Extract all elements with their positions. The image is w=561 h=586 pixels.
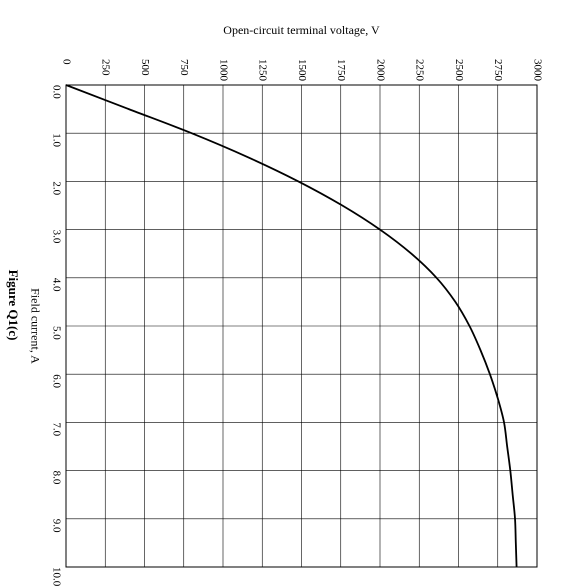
voltage-tick-label: 1500 xyxy=(296,59,308,82)
current-axis-title: Field current, A xyxy=(28,288,42,364)
current-tick-label: 2.0 xyxy=(50,181,62,195)
series-line xyxy=(65,84,518,568)
current-tick-label: 6.0 xyxy=(50,374,62,388)
voltage-tick-label: 2750 xyxy=(492,59,504,82)
chart-grid xyxy=(65,84,538,568)
voltage-tick-label: 500 xyxy=(139,59,151,76)
current-tick-label: 8.0 xyxy=(50,471,62,485)
current-tick-labels: 0.0 1.0 2.0 3.0 4.0 5.0 6.0 7.0 8.0 9.0 10.0 xyxy=(50,85,62,586)
voltage-tick-label: 2000 xyxy=(374,59,386,82)
voltage-tick-label: 2250 xyxy=(414,59,426,82)
current-tick-label: 1.0 xyxy=(50,133,62,147)
plot-frame xyxy=(65,84,538,568)
voltage-tick-label: 0 xyxy=(60,59,72,65)
current-tick-label: 0.0 xyxy=(50,85,62,99)
current-tick-label: 9.0 xyxy=(50,519,62,533)
voltage-tick-label: 2500 xyxy=(453,59,465,82)
current-tick-label: 5.0 xyxy=(50,326,62,340)
current-tick-label: 4.0 xyxy=(50,278,62,292)
voltage-tick-label: 1250 xyxy=(257,59,269,82)
current-tick-label: 7.0 xyxy=(50,422,62,436)
voltage-tick-label: 750 xyxy=(178,59,190,76)
figure-caption: Figure Q1(c) xyxy=(6,270,21,341)
voltage-tick-label: 250 xyxy=(100,59,112,76)
voltage-axis-title: Open-circuit terminal voltage, V xyxy=(223,23,380,37)
current-tick-label: 3.0 xyxy=(50,230,62,244)
voltage-tick-label: 1750 xyxy=(335,59,347,82)
current-tick-label: 10.0 xyxy=(50,567,62,586)
voltage-tick-label: 3000 xyxy=(531,59,543,82)
voltage-tick-label: 1000 xyxy=(217,59,229,82)
voltage-tick-labels: 0 250 500 750 1000 1250 1500 1750 2000 2250 2500 27… xyxy=(60,59,543,82)
